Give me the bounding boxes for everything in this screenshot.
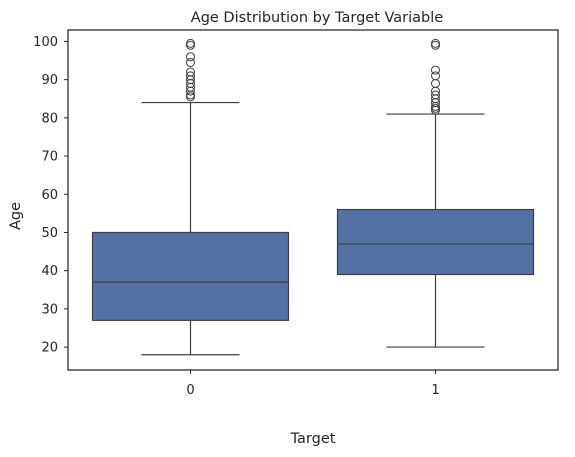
outlier-point xyxy=(431,90,440,100)
x-axis-title: Target xyxy=(290,431,336,447)
outlier-point xyxy=(431,65,440,75)
iqr-box xyxy=(336,208,535,276)
y-tick-label: 100 xyxy=(33,35,58,50)
y-tick-label: 20 xyxy=(41,341,58,356)
y-tick-label: 40 xyxy=(41,264,58,279)
iqr-box xyxy=(91,231,290,321)
y-axis-title: Age xyxy=(8,202,24,230)
outlier-point xyxy=(431,40,440,50)
outlier-point xyxy=(186,57,195,67)
outlier-point xyxy=(186,67,195,77)
outlier-point xyxy=(431,38,440,48)
outlier-point xyxy=(186,40,195,50)
y-tick-label: 70 xyxy=(41,150,58,165)
outlier-point xyxy=(186,52,195,62)
y-tick-label: 90 xyxy=(41,73,58,88)
x-tick-label: 0 xyxy=(186,383,194,398)
plot-frame xyxy=(67,29,559,371)
y-tick-label: 30 xyxy=(41,302,58,317)
outlier-point xyxy=(186,38,195,48)
outlier-point xyxy=(431,78,440,88)
y-tick-label: 50 xyxy=(41,226,58,241)
outlier-point xyxy=(186,71,195,81)
chart-title: Age Distribution by Target Variable xyxy=(191,10,444,26)
outlier-point xyxy=(431,71,440,81)
y-tick-label: 80 xyxy=(41,111,58,126)
plot-area: 20 30 40 50 60 70 80 90 100 0 1 xyxy=(33,35,535,398)
y-tick-label: 60 xyxy=(41,188,58,203)
x-tick-label: 1 xyxy=(431,383,439,398)
